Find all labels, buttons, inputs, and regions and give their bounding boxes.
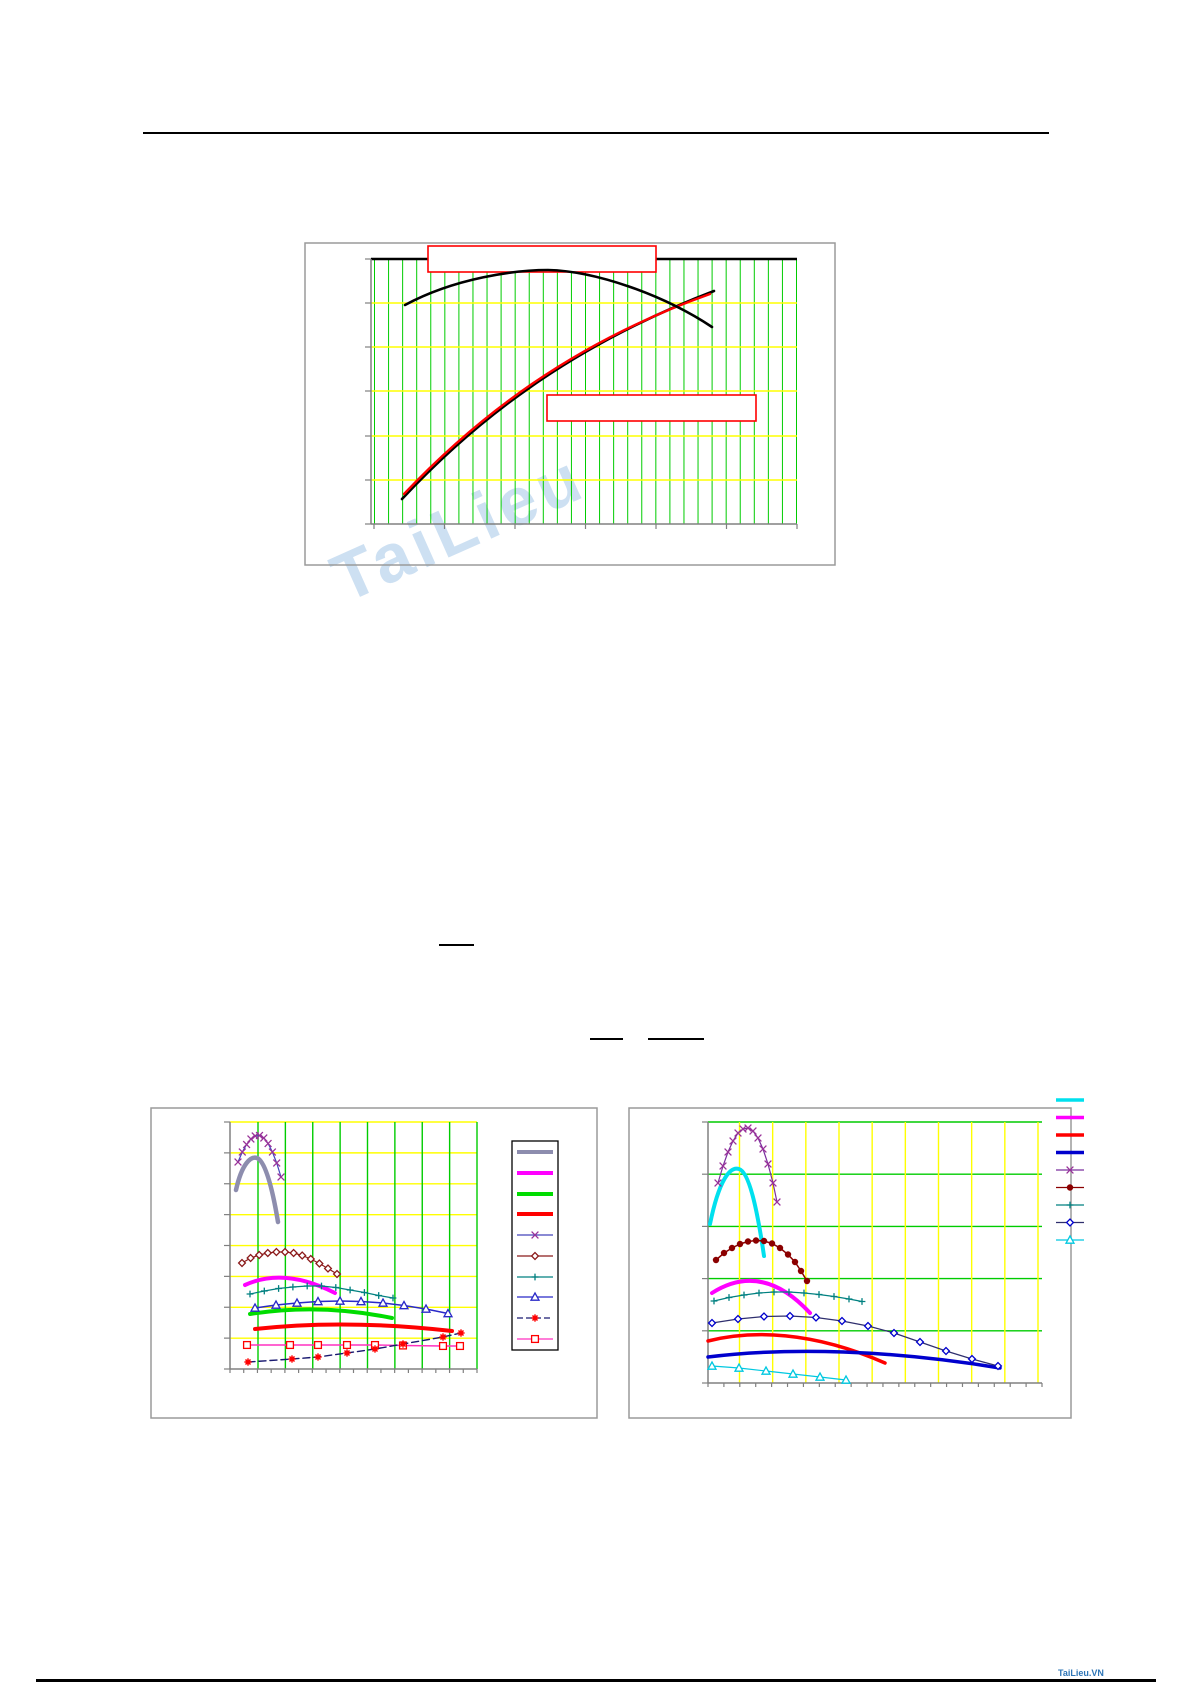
navy-diamond-line — [707, 1311, 1003, 1371]
footer-rule — [36, 1679, 1156, 1682]
x-axis — [229, 1368, 478, 1373]
red-thick-arc — [253, 1322, 454, 1333]
legend-entry-5 — [1056, 1166, 1084, 1174]
annotation-box-2 — [546, 394, 757, 422]
darkred-diamond-arc — [237, 1247, 342, 1279]
red-thick-arc — [706, 1332, 887, 1365]
bottom-left-chart-legend — [511, 1140, 559, 1351]
legend-entry-5 — [517, 1231, 553, 1239]
bottom-right-chart — [628, 1098, 1084, 1419]
y-axis — [365, 258, 372, 525]
legend-entry-6 — [1056, 1184, 1084, 1191]
top-performance-chart — [304, 242, 836, 566]
cyan-thick-bell — [708, 1166, 766, 1258]
teal-plus-line — [246, 1282, 397, 1302]
cyan-triangle-line — [706, 1360, 852, 1384]
rising-curve-red — [402, 292, 712, 496]
legend-entry-10 — [517, 1334, 553, 1344]
pink-square-line — [242, 1340, 465, 1351]
y-axis — [224, 1121, 231, 1370]
top-performance-chart-frame — [304, 242, 836, 566]
purple-x-bell — [714, 1124, 781, 1206]
horizontal-gridlines — [708, 1121, 1042, 1332]
bottom-left-chart — [150, 1107, 598, 1419]
legend-entry-8 — [1056, 1218, 1084, 1227]
green-thick-arc — [248, 1307, 394, 1320]
arc-curve-black — [403, 268, 714, 329]
legend-entry-7 — [517, 1273, 553, 1281]
fraction-bar-3 — [648, 1038, 704, 1040]
legend-entry-8 — [517, 1291, 553, 1301]
annotation-box-1 — [427, 245, 657, 273]
violet-x-bell — [234, 1131, 285, 1181]
vertical-gridlines — [738, 1122, 1039, 1383]
darkred-dot-arc — [712, 1237, 811, 1285]
navy-asterisk-line — [244, 1329, 465, 1366]
fraction-bar-2 — [590, 1038, 623, 1040]
horizontal-gridlines — [371, 302, 797, 481]
x-axis — [371, 523, 798, 529]
x-axis — [707, 1382, 1043, 1387]
magenta-thick-arc — [710, 1278, 812, 1315]
magenta-thick-arc — [243, 1275, 337, 1295]
legend-entry-6 — [517, 1251, 553, 1261]
bottom-left-chart-frame — [150, 1107, 598, 1419]
fraction-bar-1 — [439, 944, 474, 946]
bottom-right-chart-frame — [628, 1107, 1072, 1419]
bottom-right-chart-legend — [1056, 1098, 1084, 1244]
header-rule — [143, 132, 1049, 134]
legend-entry-7 — [1056, 1201, 1084, 1209]
footer-watermark: TaiLieu.VN — [1058, 1668, 1104, 1678]
legend-entry-9 — [517, 1314, 553, 1322]
y-axis — [702, 1121, 709, 1384]
blue-triangle-line — [249, 1295, 454, 1318]
teal-plus-line — [710, 1288, 866, 1305]
slate-thick-bell — [233, 1155, 281, 1225]
blue-thick-line — [706, 1349, 1002, 1370]
legend-entry-9 — [1056, 1234, 1084, 1244]
